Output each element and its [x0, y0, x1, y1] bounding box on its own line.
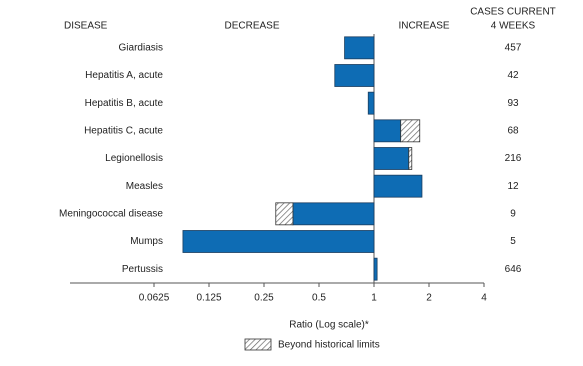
cases-value: 12 — [507, 181, 519, 192]
disease-label: Mumps — [130, 236, 163, 247]
legend-swatch — [244, 338, 272, 351]
bar — [373, 257, 378, 281]
disease-label: Meningococcal disease — [59, 208, 163, 219]
disease-label: Giardiasis — [119, 42, 163, 53]
cases-value: 68 — [507, 125, 519, 136]
cases-value: 93 — [507, 98, 519, 109]
cases-value: 457 — [505, 42, 522, 53]
cases-header: CASES CURRENT — [470, 7, 556, 18]
bar — [373, 174, 423, 198]
x-tick-label: 0.5 — [312, 293, 326, 304]
bar — [182, 230, 375, 253]
legend-label: Beyond historical limits — [278, 340, 380, 351]
bar — [373, 147, 410, 170]
cases-value: 5 — [510, 236, 516, 247]
cases-header: 4 WEEKS — [491, 21, 536, 32]
beyond-limits — [400, 119, 421, 143]
disease-label: Legionellosis — [105, 153, 163, 164]
decrease-header: DECREASE — [224, 21, 279, 32]
increase-header: INCREASE — [398, 21, 449, 32]
cases-value: 216 — [505, 153, 522, 164]
disease-label: Hepatitis B, acute — [85, 98, 164, 109]
bar — [344, 36, 375, 60]
bar — [373, 119, 402, 143]
x-tick-label: 1 — [371, 293, 377, 304]
beyond-limits — [275, 202, 294, 226]
disease-header: DISEASE — [64, 21, 108, 32]
bar — [334, 64, 375, 87]
cases-value: 646 — [505, 264, 522, 275]
bar — [367, 91, 375, 115]
disease-label: Hepatitis A, acute — [85, 70, 163, 81]
bar — [292, 202, 375, 226]
x-tick-label: 4 — [481, 293, 487, 304]
disease-label: Hepatitis C, acute — [84, 125, 163, 136]
beyond-limits — [408, 147, 413, 170]
x-tick-label: 0.25 — [254, 293, 274, 304]
disease-label: Measles — [126, 181, 163, 192]
x-tick-label: 0.0625 — [139, 293, 170, 304]
x-axis-label: Ratio (Log scale)* — [289, 320, 369, 331]
x-tick-label: 0.125 — [196, 293, 221, 304]
x-tick-label: 2 — [426, 293, 432, 304]
disease-label: Pertussis — [122, 264, 163, 275]
cases-value: 42 — [507, 70, 519, 81]
cases-value: 9 — [510, 208, 516, 219]
